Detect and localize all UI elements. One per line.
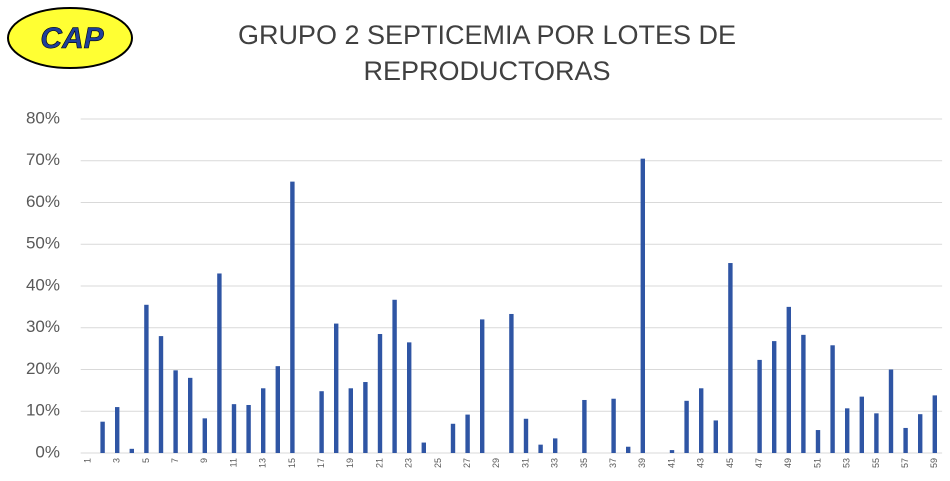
x-tick-label: 17 (316, 458, 326, 468)
x-tick-label: 25 (433, 458, 443, 468)
bar (815, 430, 821, 453)
logo-badge (7, 7, 133, 69)
chart-title: GRUPO 2 SEPTICEMIA POR LOTES DE (238, 20, 736, 50)
chart-title: REPRODUCTORAS (363, 56, 610, 86)
bar (450, 423, 456, 453)
x-tick-label: 43 (696, 458, 706, 468)
bar (553, 438, 558, 453)
y-tick-label: 50% (26, 234, 60, 253)
x-tick-label: 23 (404, 458, 414, 468)
x-tick-label: 45 (725, 458, 735, 468)
bar (100, 421, 105, 453)
bar (261, 388, 266, 453)
bar (830, 345, 835, 453)
bar (480, 319, 485, 453)
bar (888, 369, 894, 453)
bar (202, 418, 207, 453)
y-tick-label: 60% (26, 192, 60, 211)
y-tick-label: 10% (26, 401, 60, 420)
bar (158, 336, 164, 453)
bar (538, 444, 543, 453)
bar (217, 273, 222, 453)
x-tick-label: 27 (462, 458, 472, 468)
x-tick-label: 37 (608, 458, 618, 468)
bar (407, 342, 412, 453)
logo-text: CAP (40, 22, 104, 55)
x-tick-label: 35 (579, 458, 589, 468)
bar (465, 414, 470, 453)
bar (231, 404, 237, 453)
x-tick-label: 7 (170, 458, 180, 463)
x-tick-label: 5 (141, 458, 151, 463)
x-tick-label: 13 (258, 458, 268, 468)
x-tick-label: 53 (842, 458, 852, 468)
x-tick-label: 1 (82, 458, 92, 463)
bar (772, 341, 777, 453)
x-tick-label: 49 (783, 458, 793, 468)
y-tick-label: 80% (26, 108, 60, 127)
x-tick-label: 21 (374, 458, 384, 468)
y-tick-label: 70% (26, 150, 60, 169)
bar (363, 382, 368, 453)
bar (334, 323, 339, 453)
bar (173, 370, 178, 453)
bar (392, 299, 397, 453)
bar (246, 404, 251, 453)
bar (903, 427, 908, 453)
bar (509, 313, 514, 453)
bar (786, 306, 791, 453)
bar (377, 334, 383, 453)
bar (918, 414, 923, 453)
y-tick-label: 20% (26, 359, 60, 378)
bar (582, 399, 587, 453)
bar (626, 446, 631, 453)
bar (319, 391, 324, 453)
x-tick-label: 33 (550, 458, 560, 468)
bar (115, 407, 120, 453)
bar (932, 395, 937, 453)
bar (859, 396, 864, 453)
bar (801, 334, 806, 453)
x-tick-label: 57 (900, 458, 910, 468)
bar (874, 413, 879, 453)
y-tick-label: 40% (26, 275, 60, 294)
x-tick-label: 51 (812, 458, 822, 468)
bar (421, 442, 426, 453)
bar (728, 263, 733, 453)
x-tick-label: 55 (871, 458, 881, 468)
x-tick-label: 29 (491, 458, 501, 468)
bar (757, 359, 762, 453)
bar (669, 450, 675, 453)
x-tick-label: 11 (228, 458, 238, 467)
bar (348, 388, 353, 453)
x-tick-label: 59 (929, 458, 939, 468)
bar (188, 377, 193, 453)
x-tick-label: 15 (287, 458, 297, 468)
bar (640, 158, 645, 453)
x-tick-label: 31 (520, 458, 530, 468)
bar (144, 304, 149, 453)
bar (275, 366, 280, 453)
x-tick-label: 39 (637, 458, 647, 468)
bar (684, 400, 689, 453)
x-tick-label: 9 (199, 458, 209, 463)
bar (129, 448, 134, 453)
y-tick-label: 0% (35, 442, 60, 461)
x-tick-label: 47 (754, 458, 764, 468)
x-tick-label: 19 (345, 458, 355, 468)
bar (713, 420, 718, 453)
y-tick-label: 30% (26, 317, 60, 336)
x-tick-label: 3 (112, 458, 122, 463)
bar (699, 388, 704, 453)
bar (290, 181, 295, 453)
bar (523, 418, 529, 453)
x-tick-label: 41 (666, 458, 676, 468)
bar (611, 398, 616, 453)
bar (845, 408, 850, 453)
